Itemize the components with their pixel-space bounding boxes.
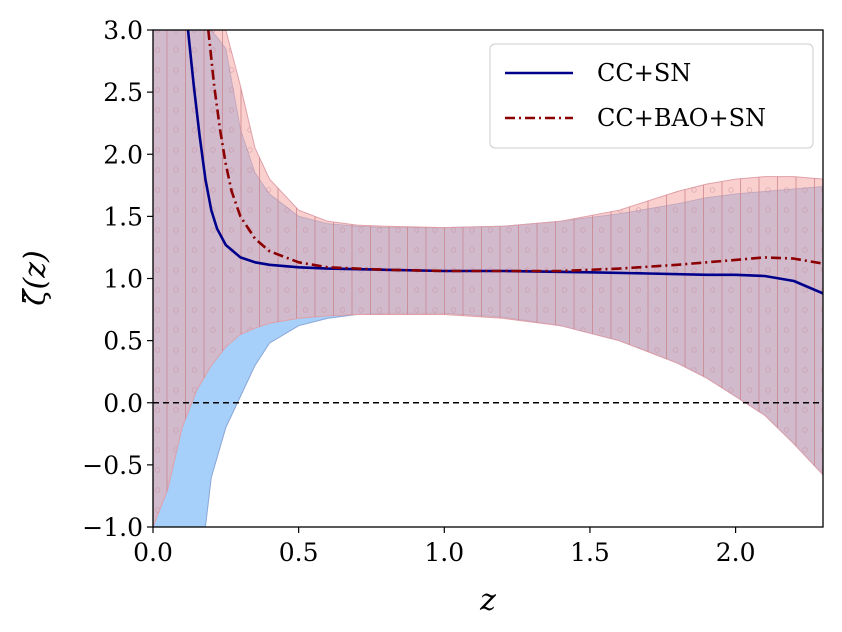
x-axis: 0.0 0.5 1.0 1.5 2.0 [133,527,755,567]
x-tick-label: 0.5 [279,538,319,567]
uncertainty-bands [153,30,823,527]
legend: CC+SN CC+BAO+SN [489,43,814,149]
y-tick-label: 0.0 [103,389,143,418]
x-tick-label: 1.0 [424,538,464,567]
x-tick-label: 2.0 [716,538,756,567]
y-tick-label: −1.0 [82,513,143,542]
y-axis-label: ζ̃(z) [18,250,53,305]
y-axis: −1.0 −0.5 0.0 0.5 1.0 1.5 2.0 2.5 3.0 [82,16,153,542]
line-cc-bao-sn [207,30,823,273]
y-tick-label: 2.0 [103,140,143,169]
legend-label-cc-sn: CC+SN [597,59,691,87]
line-cc-sn [186,30,823,295]
y-tick-label: 1.5 [103,202,143,231]
y-tick-label: −0.5 [82,451,143,480]
series-lines [186,30,823,295]
x-tick-label: 0.0 [133,538,173,567]
legend-label-cc-bao-sn: CC+BAO+SN [597,104,766,132]
y-tick-label: 0.5 [103,327,143,356]
legend-frame [489,43,814,149]
y-tick-label: 2.5 [103,78,143,107]
y-tick-label: 3.0 [103,16,143,45]
plot-area [153,30,823,527]
x-tick-label: 1.5 [570,538,610,567]
x-axis-label: z [479,583,496,618]
y-tick-label: 1.0 [103,265,143,294]
band-hatch-cc-bao-sn [153,30,823,527]
